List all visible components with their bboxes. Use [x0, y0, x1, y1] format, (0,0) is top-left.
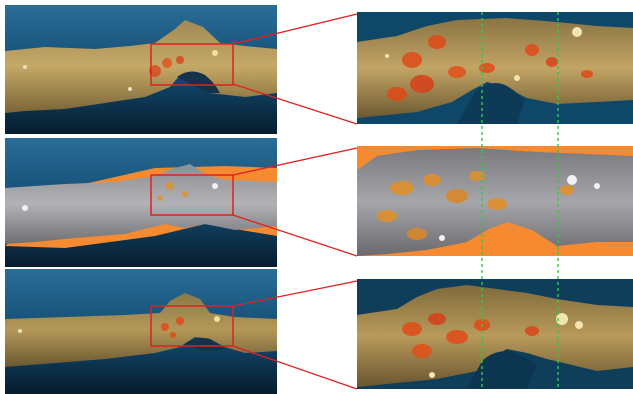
overview-image-row-3	[5, 269, 277, 394]
zoom-image-row-3	[357, 279, 633, 389]
zoom-panel-row-2	[357, 146, 633, 256]
overview-panel-row-3	[5, 269, 277, 394]
zoom-panel-row-3	[357, 279, 633, 389]
zoom-box-row-1	[150, 43, 234, 86]
zoom-image-row-1	[357, 12, 633, 124]
overview-panel-row-1	[5, 5, 277, 134]
zoom-image-row-2	[357, 146, 633, 256]
overview-image-row-1	[5, 5, 277, 134]
zoom-panel-row-1	[357, 12, 633, 124]
zoom-box-row-3	[150, 305, 234, 347]
zoom-box-row-2	[150, 174, 234, 216]
overview-panel-row-2	[5, 138, 277, 267]
overview-image-row-2	[5, 138, 277, 267]
